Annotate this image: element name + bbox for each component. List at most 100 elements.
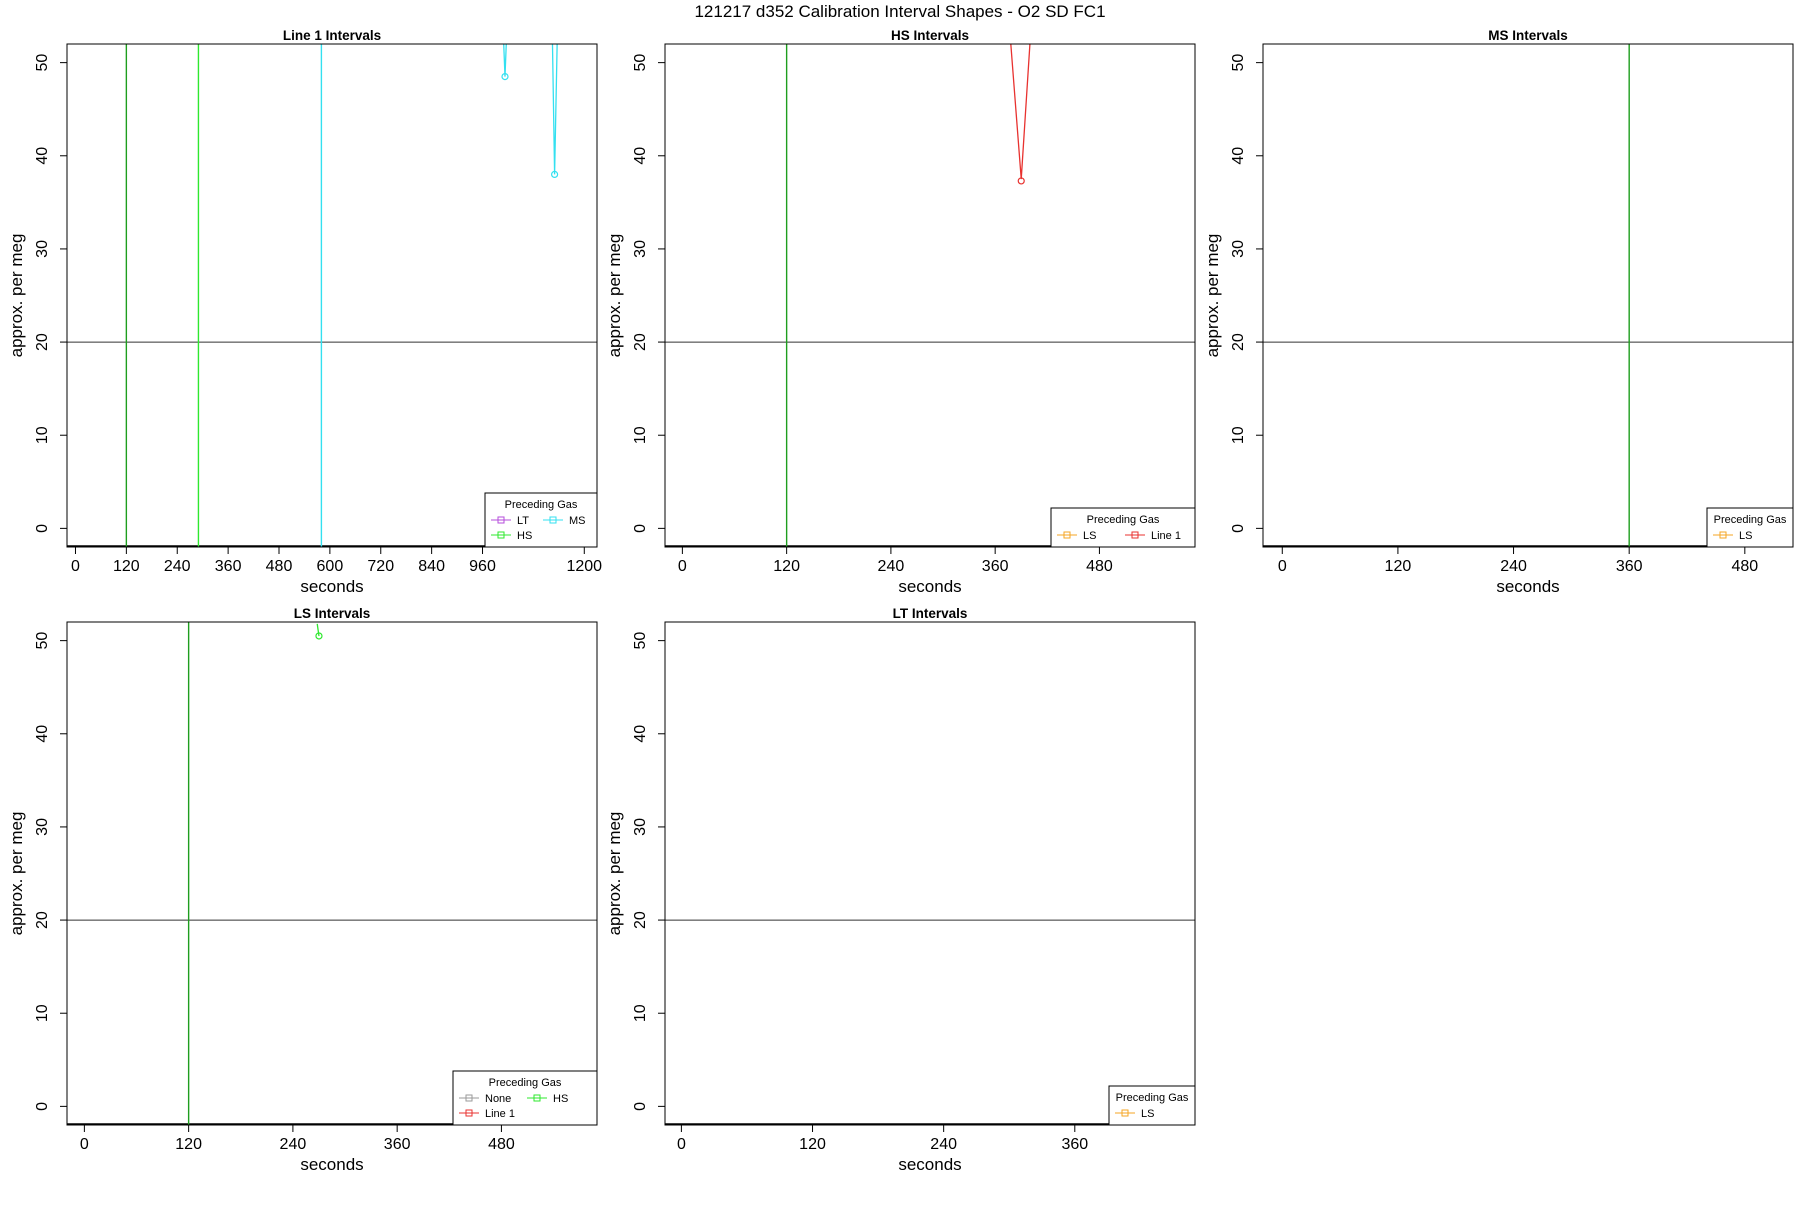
legend-marker: [465, 1094, 473, 1102]
x-axis-label: seconds: [1496, 577, 1559, 596]
x-tick-label: 600: [317, 558, 344, 575]
y-tick-label: 0: [632, 524, 649, 533]
y-axis-label: approx. per meg: [605, 812, 624, 936]
legend-label: LS: [1083, 530, 1096, 542]
x-tick-label: 480: [488, 1136, 515, 1153]
x-tick-label: 240: [878, 558, 905, 575]
legend-label: HS: [553, 1093, 568, 1105]
chart-title: MS Intervals: [1488, 28, 1568, 43]
legend-entry-ls: LS: [1713, 530, 1752, 542]
legend-label: LT: [517, 515, 529, 527]
plot-frame: [664, 621, 1196, 1126]
legend-label: LS: [1141, 1108, 1154, 1120]
x-tick-label: 0: [678, 558, 687, 575]
series-hs: [316, 623, 320, 637]
legend-marker: [549, 516, 557, 524]
legend-label: Line 1: [485, 1108, 515, 1120]
page-title: 121217 d352 Calibration Interval Shapes …: [694, 2, 1105, 21]
x-tick-label: 360: [215, 558, 242, 575]
legend-label: None: [485, 1093, 511, 1105]
x-tick-label: 720: [367, 558, 394, 575]
x-tick-label: 360: [982, 558, 1009, 575]
y-axis-label: approx. per meg: [1203, 234, 1222, 358]
chart-ls-intervals: LS Intervals 0 120 240 360 480 seconds 0 10 20 30 4…: [7, 606, 598, 1174]
chart-title: LT Intervals: [893, 606, 968, 621]
legend-title: Preceding Gas: [1087, 514, 1160, 526]
y-tick-label: 20: [632, 911, 649, 929]
y-tick-label: 10: [632, 426, 649, 444]
y-axis-label: approx. per meg: [605, 234, 624, 358]
legend-label: MS: [569, 515, 586, 527]
series-ms: [551, 44, 558, 175]
x-tick-label: 360: [384, 1136, 411, 1153]
x-tick-label: 360: [1061, 1136, 1088, 1153]
y-tick-label: 20: [34, 911, 51, 929]
x-tick-label: 0: [677, 1136, 686, 1153]
y-tick-label: 20: [1230, 333, 1247, 351]
chart-title: LS Intervals: [294, 606, 371, 621]
x-axis-label: seconds: [898, 1155, 961, 1174]
x-tick-label: 0: [80, 1136, 89, 1153]
y-tick-label: 40: [34, 725, 51, 743]
legend: Preceding Gas LS Line 1: [1050, 507, 1196, 548]
x-tick-label: 480: [1086, 558, 1113, 575]
chart-hs-intervals: HS Intervals 0 120 240 360 480 seconds 0 10 20 30 4…: [605, 28, 1196, 596]
legend-marker: [1131, 531, 1139, 539]
y-tick-label: 50: [34, 632, 51, 650]
plot-frame: [1262, 43, 1794, 548]
legend-box: [1706, 507, 1794, 548]
legend-box: [1050, 507, 1196, 548]
legend-entry-lt: LT: [491, 515, 529, 527]
point-hs: [315, 632, 323, 640]
y-tick-label: 10: [1230, 426, 1247, 444]
y-tick-label: 30: [632, 240, 649, 258]
point-ms: [501, 73, 509, 81]
point-ms: [550, 170, 559, 179]
y-tick-label: 40: [632, 147, 649, 165]
legend-marker: [1063, 531, 1071, 539]
x-tick-label: 840: [418, 558, 445, 575]
legend-entry-line-1: Line 1: [459, 1108, 515, 1120]
x-tick-label: 0: [71, 558, 80, 575]
y-tick-label: 0: [632, 1102, 649, 1111]
legend-label: Line 1: [1151, 530, 1181, 542]
x-tick-label: 120: [773, 558, 800, 575]
plot-data: [785, 44, 1031, 547]
y-tick-label: 30: [1230, 240, 1247, 258]
x-tick-label: 120: [175, 1136, 202, 1153]
legend-entry-hs: HS: [527, 1093, 568, 1105]
plot-data: [187, 622, 323, 1125]
x-tick-label: 120: [1385, 558, 1412, 575]
legend-entry-ls: LS: [1057, 530, 1096, 542]
plot-frame: [66, 621, 598, 1126]
y-tick-label: 0: [34, 524, 51, 533]
plot-frame: [66, 43, 598, 548]
legend-title: Preceding Gas: [505, 499, 578, 511]
legend-title: Preceding Gas: [1116, 1092, 1189, 1104]
y-tick-label: 10: [34, 1004, 51, 1022]
x-tick-label: 960: [469, 558, 496, 575]
y-tick-label: 0: [1230, 524, 1247, 533]
x-tick-label: 360: [1616, 558, 1643, 575]
legend-entry-hs: HS: [491, 530, 532, 542]
series-ms: [503, 44, 507, 77]
x-tick-label: 240: [164, 558, 191, 575]
y-tick-label: 50: [34, 54, 51, 72]
y-tick-label: 30: [34, 818, 51, 836]
legend-label: HS: [517, 530, 532, 542]
y-tick-label: 30: [632, 818, 649, 836]
y-tick-label: 50: [1230, 54, 1247, 72]
chart-title: Line 1 Intervals: [283, 28, 381, 43]
series-line-1: [1010, 44, 1031, 180]
y-tick-label: 40: [1230, 147, 1247, 165]
y-tick-label: 10: [632, 1004, 649, 1022]
y-tick-label: 0: [34, 1102, 51, 1111]
legend-entry-none: None: [459, 1093, 511, 1105]
x-tick-label: 120: [799, 1136, 826, 1153]
x-axis-label: seconds: [898, 577, 961, 596]
x-tick-label: 240: [930, 1136, 957, 1153]
legend-title: Preceding Gas: [1714, 514, 1787, 526]
y-tick-label: 40: [632, 725, 649, 743]
legend-marker: [465, 1109, 473, 1117]
